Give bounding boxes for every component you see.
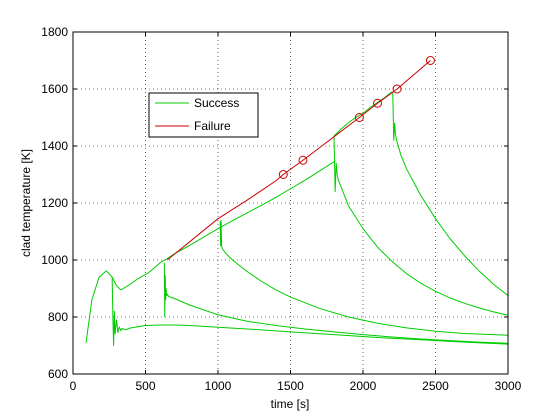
series-failure-curve-0 (166, 60, 431, 261)
tick-labels: 0 500 1000 1500 2000 2500 3000 600 800 1000 1200 14… (41, 25, 521, 393)
y-tick-label: 1800 (41, 25, 68, 39)
y-tick-label: 1600 (41, 82, 68, 96)
x-tick-label: 2000 (350, 379, 377, 393)
data-curves (85, 60, 509, 346)
axis-ticks (72, 31, 509, 375)
failure-marker-5 (425, 56, 435, 65)
y-tick-label: 1200 (41, 196, 68, 210)
x-tick-label: 0 (70, 379, 77, 393)
grid (73, 32, 508, 374)
x-tick-label: 1500 (277, 379, 304, 393)
failure-marker-4 (392, 84, 402, 94)
series-success-curve-1 (111, 277, 509, 346)
y-tick-label: 1400 (41, 139, 68, 153)
failure-marker-3 (373, 98, 382, 108)
failure-marker-0 (278, 170, 288, 179)
x-tick-label: 2500 (422, 379, 449, 393)
failure-markers (278, 56, 435, 179)
series-success-curve-3 (219, 219, 509, 336)
y-tick-label: 1000 (41, 253, 68, 267)
y-tick-label: 800 (48, 310, 68, 324)
legend-label-failure: Failure (194, 119, 231, 133)
x-tick-label: 500 (135, 379, 155, 393)
y-axis-label: clad temperature [K] (19, 149, 33, 257)
plot-area (73, 32, 508, 374)
x-tick-label: 3000 (495, 379, 522, 393)
x-tick-label: 1000 (205, 379, 232, 393)
legend: Success Failure (148, 92, 259, 138)
x-axis-label: time [s] (271, 397, 310, 411)
series-success-curve-6 (392, 91, 509, 297)
y-tick-label: 600 (48, 367, 68, 381)
legend-box (148, 92, 259, 138)
series-success-curve-0 (85, 161, 335, 343)
failure-marker-2 (354, 113, 364, 122)
series-success-curve-4 (333, 136, 509, 316)
failure-marker-1 (298, 155, 308, 165)
series-success-curve-2 (163, 262, 509, 344)
legend-label-success: Success (194, 96, 239, 110)
